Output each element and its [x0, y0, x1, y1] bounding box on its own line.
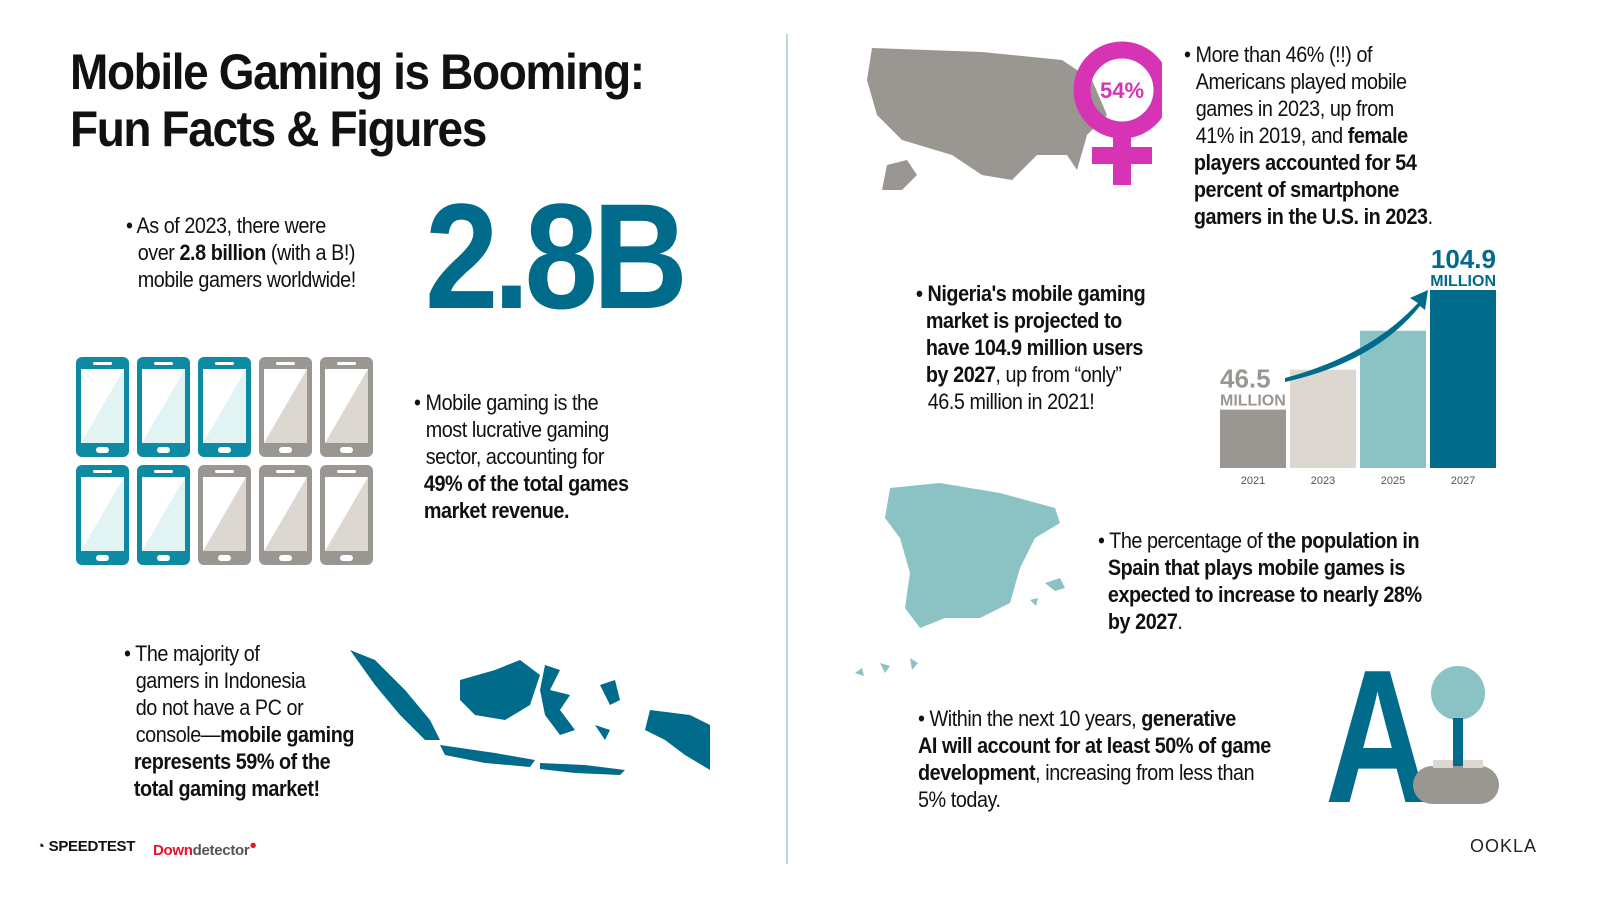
bar-2027 [1430, 290, 1496, 468]
phone-icon [137, 465, 190, 565]
phone-icon [76, 357, 129, 457]
fact-spain: • The percentage of the population in Sp… [1098, 528, 1422, 634]
column-divider [786, 34, 788, 864]
phone-icon [198, 465, 251, 565]
phone-icon [320, 357, 373, 457]
x-tick-label: 2025 [1381, 475, 1405, 487]
data-label-unit: MILLION [1430, 273, 1496, 290]
fact-gamers: • As of 2023, there were over 2.8 billio… [126, 213, 356, 292]
speedtest-logo: ◔ SPEEDTEST [36, 838, 136, 855]
phone-icon [259, 357, 312, 457]
fact-us: • More than 46% (!!) of Americans played… [1184, 42, 1433, 229]
female-badge: 54% [1100, 78, 1144, 103]
x-tick-label: 2021 [1241, 475, 1265, 487]
data-label-value: 104.9 [1431, 244, 1496, 274]
x-tick-label: 2023 [1311, 475, 1335, 487]
bar-2025 [1360, 330, 1426, 468]
fact-revenue: • Mobile gaming is the most lucrative ga… [414, 390, 629, 523]
bar-2021 [1220, 409, 1286, 468]
ookla-logo: OOKLA [1470, 836, 1538, 856]
data-label-value: 46.5 [1220, 364, 1271, 394]
phone-icon [320, 465, 373, 565]
fact-indonesia: • The majority of gamers in Indonesia do… [124, 641, 355, 801]
spain-map [855, 483, 1065, 676]
phone-icon [198, 357, 251, 457]
downdetector-logo: Downdetector● [153, 838, 257, 859]
fact-ai: • Within the next 10 years, generative A… [918, 706, 1271, 812]
phone-icon [259, 465, 312, 565]
data-label-unit: MILLION [1220, 393, 1286, 410]
phone-grid [76, 357, 376, 567]
x-tick-label: 2027 [1451, 475, 1475, 487]
phone-icon [76, 465, 129, 565]
nigeria-bar-chart: 2021 2023 2025 2027 46.5 MILLION 104.9 MILLION [1200, 240, 1520, 500]
fact-nigeria: • Nigeria's mobile gaming market is proj… [916, 281, 1146, 414]
growth-arrow [1285, 290, 1428, 382]
big-number: 2.8B [425, 172, 688, 340]
phone-icon [137, 357, 190, 457]
page-title: Mobile Gaming is Booming: Fun Facts & Fi… [70, 44, 645, 157]
bar-2023 [1290, 369, 1356, 468]
ai-joystick-graphic: A [1325, 660, 1499, 810]
indonesia-map [350, 650, 710, 775]
us-map-female-icon: 54% [867, 41, 1162, 190]
svg-text:A: A [1325, 660, 1430, 810]
